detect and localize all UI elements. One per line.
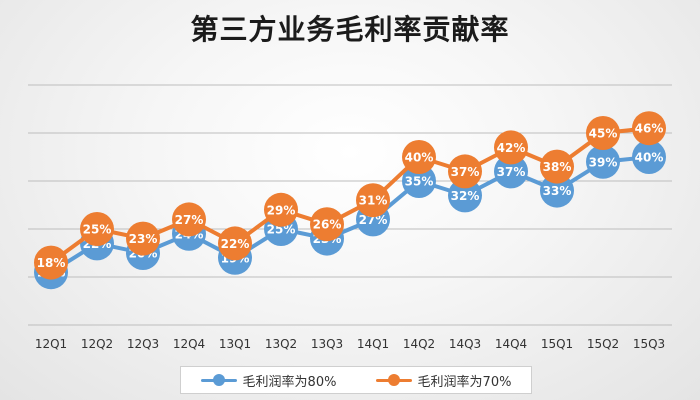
data-label: 39% xyxy=(589,155,618,169)
data-label: 27% xyxy=(359,213,388,227)
x-tick-label: 12Q2 xyxy=(81,337,113,351)
data-label: 22% xyxy=(221,237,250,251)
data-point xyxy=(264,192,298,227)
data-label: 38% xyxy=(543,160,572,174)
data-label: 25% xyxy=(83,223,112,237)
data-label: 40% xyxy=(405,151,434,165)
x-tick-label: 15Q3 xyxy=(633,337,665,351)
data-point xyxy=(494,130,528,165)
data-point xyxy=(586,116,620,150)
data-point xyxy=(632,111,666,146)
x-tick-label: 12Q4 xyxy=(173,337,205,351)
legend-swatch-series-1 xyxy=(200,374,237,386)
x-tick-label: 14Q2 xyxy=(403,337,435,351)
x-tick-label: 15Q2 xyxy=(587,337,619,351)
data-label: 42% xyxy=(497,141,526,155)
data-label: 37% xyxy=(497,165,526,179)
x-tick-label: 14Q3 xyxy=(449,337,481,351)
data-point xyxy=(540,173,574,208)
data-label: 27% xyxy=(175,213,204,227)
data-point xyxy=(540,149,574,184)
x-tick-label: 12Q1 xyxy=(35,337,67,351)
data-label: 29% xyxy=(267,203,296,217)
x-tick-label: 14Q1 xyxy=(357,337,389,351)
data-label: 46% xyxy=(635,122,664,136)
legend-swatch-series-2 xyxy=(375,374,412,386)
data-point xyxy=(126,221,160,256)
data-point xyxy=(172,202,206,237)
data-label: 18% xyxy=(37,256,66,270)
chart-title: 第三方业务毛利率贡献率 xyxy=(190,13,510,46)
legend-item-series-1: 毛利润率为80% xyxy=(200,371,337,390)
data-point xyxy=(310,207,344,242)
data-point xyxy=(448,154,482,189)
data-label: 25% xyxy=(267,223,296,237)
chart-legend: 毛利润率为80% 毛利润率为70% xyxy=(180,366,532,394)
data-label: 31% xyxy=(359,194,388,208)
data-point xyxy=(448,178,482,213)
x-tick-label: 14Q4 xyxy=(495,337,527,351)
data-label: 45% xyxy=(589,127,618,141)
data-point xyxy=(402,140,436,174)
data-point xyxy=(632,140,666,174)
x-tick-label: 12Q3 xyxy=(127,337,159,351)
data-label: 33% xyxy=(543,184,572,198)
data-point xyxy=(586,144,620,179)
data-label: 26% xyxy=(313,218,342,232)
data-label: 32% xyxy=(451,189,480,203)
data-point xyxy=(494,154,528,189)
data-label: 23% xyxy=(129,232,158,246)
data-label: 40% xyxy=(635,151,664,165)
data-label: 37% xyxy=(451,165,480,179)
legend-label-series-2: 毛利润率为70% xyxy=(417,374,512,390)
data-point xyxy=(80,212,114,246)
x-tick-label: 13Q3 xyxy=(311,337,343,351)
data-point xyxy=(34,245,68,280)
data-label: 35% xyxy=(405,175,434,189)
legend-item-series-2: 毛利润率为70% xyxy=(375,371,512,390)
data-point xyxy=(402,164,436,198)
x-tick-label: 15Q1 xyxy=(541,337,573,351)
x-tick-label: 13Q1 xyxy=(219,337,251,351)
legend-label-series-1: 毛利润率为80% xyxy=(242,374,337,390)
data-point xyxy=(356,183,390,218)
x-tick-label: 13Q2 xyxy=(265,337,297,351)
data-point xyxy=(218,226,252,261)
